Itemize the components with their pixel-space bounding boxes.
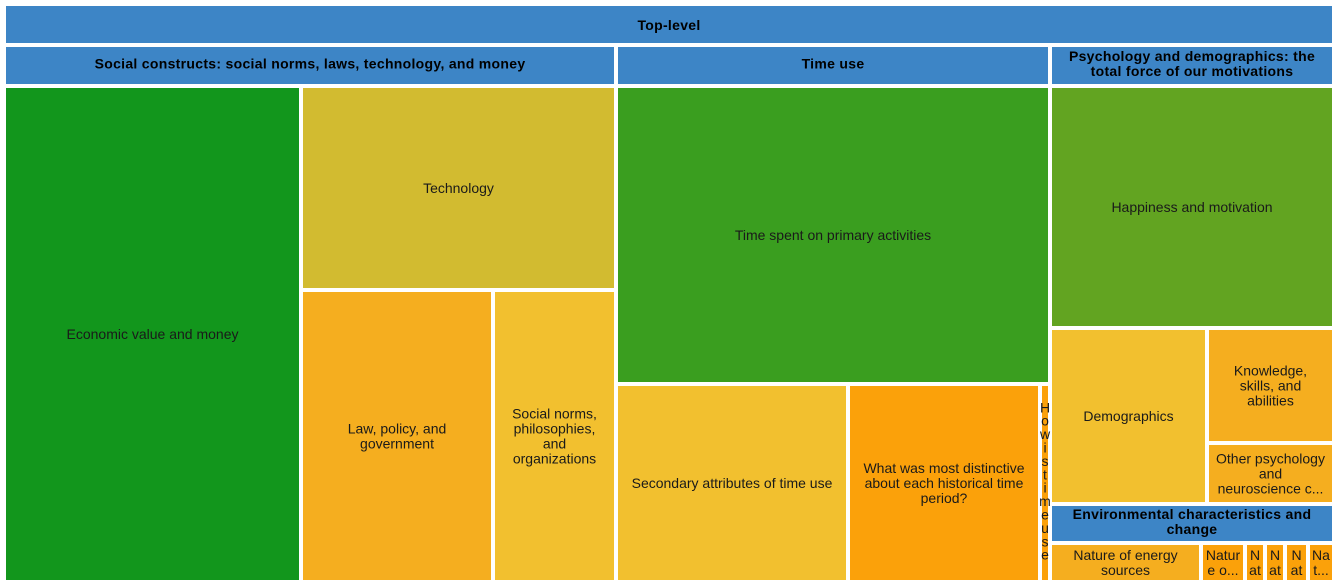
tile-nat-4-6-label: Na t... bbox=[1312, 547, 1330, 578]
tile-happiness-and-motivation-3-1[interactable] bbox=[1052, 88, 1332, 326]
group-header-4[interactable] bbox=[1052, 506, 1332, 541]
tile-nature-o-4-2-label: Natur e o... bbox=[1206, 547, 1241, 578]
treemap-root-label: Top-level bbox=[637, 17, 700, 33]
tile-nat-4-5[interactable] bbox=[1287, 545, 1306, 580]
tile-nature-of-energy-sources-4-1[interactable] bbox=[1052, 545, 1199, 580]
group-header-2[interactable] bbox=[618, 47, 1048, 84]
group-label-3: Psychology and demographics: the total fo… bbox=[1069, 48, 1315, 79]
tile-time-spent-on-primary-activities-2-1-label: Time spent on primary activities bbox=[735, 227, 931, 243]
tile-nat-4-4[interactable] bbox=[1267, 545, 1283, 580]
tile-social-norms-philosophies-and-organizati-1-4-label: Social norms, philosophies, and organizatio… bbox=[512, 406, 597, 467]
group-header-3[interactable] bbox=[1052, 47, 1332, 84]
tile-what-was-most-distinctive-about-each-his-2-3[interactable] bbox=[850, 386, 1038, 580]
tile-happiness-and-motivation-3-1-label: Happiness and motivation bbox=[1111, 199, 1272, 215]
tile-demographics-3-2[interactable] bbox=[1052, 330, 1205, 502]
treemap-root-header[interactable] bbox=[6, 6, 1332, 43]
tile-social-norms-philosophies-and-organizati-1-4[interactable] bbox=[495, 292, 614, 580]
group-label-2: Time use bbox=[802, 56, 865, 72]
tile-nature-o-4-2[interactable] bbox=[1203, 545, 1243, 580]
tile-other-psychology-and-neuroscience-c-3-4[interactable] bbox=[1209, 445, 1332, 502]
tile-secondary-attributes-of-time-use-2-2-label: Secondary attributes of time use bbox=[632, 475, 833, 491]
tile-nature-of-energy-sources-4-1-label: Nature of energy sources bbox=[1073, 547, 1177, 578]
tile-how-is-time-use-2-4[interactable] bbox=[1042, 386, 1048, 580]
tile-law-policy-and-government-1-3[interactable] bbox=[303, 292, 491, 580]
group-header-1[interactable] bbox=[6, 47, 614, 84]
tile-technology-1-2[interactable] bbox=[303, 88, 614, 288]
group-label-1: Social constructs: social norms, laws, t… bbox=[95, 56, 526, 72]
tile-economic-value-and-money-1-1[interactable] bbox=[6, 88, 299, 580]
tile-knowledge-skills-and-abilities-3-3[interactable] bbox=[1209, 330, 1332, 441]
tile-time-spent-on-primary-activities-2-1[interactable] bbox=[618, 88, 1048, 382]
tile-economic-value-and-money-1-1-label: Economic value and money bbox=[67, 326, 239, 342]
tile-secondary-attributes-of-time-use-2-2[interactable] bbox=[618, 386, 846, 580]
tile-nat-4-3[interactable] bbox=[1247, 545, 1263, 580]
tile-knowledge-skills-and-abilities-3-3-label: Knowledge, skills, and abilities bbox=[1234, 363, 1307, 409]
tile-other-psychology-and-neuroscience-c-3-4-label: Other psychology and neuroscience c... bbox=[1216, 451, 1325, 497]
tile-nat-4-6[interactable] bbox=[1310, 545, 1332, 580]
tile-demographics-3-2-label: Demographics bbox=[1083, 408, 1173, 424]
group-label-4: Environmental characteristics and change bbox=[1073, 506, 1312, 537]
tile-law-policy-and-government-1-3-label: Law, policy, and government bbox=[348, 421, 447, 452]
tile-what-was-most-distinctive-about-each-his-2-3-label: What was most distinctive about each hist… bbox=[863, 460, 1024, 506]
tile-technology-1-2-label: Technology bbox=[423, 180, 494, 196]
